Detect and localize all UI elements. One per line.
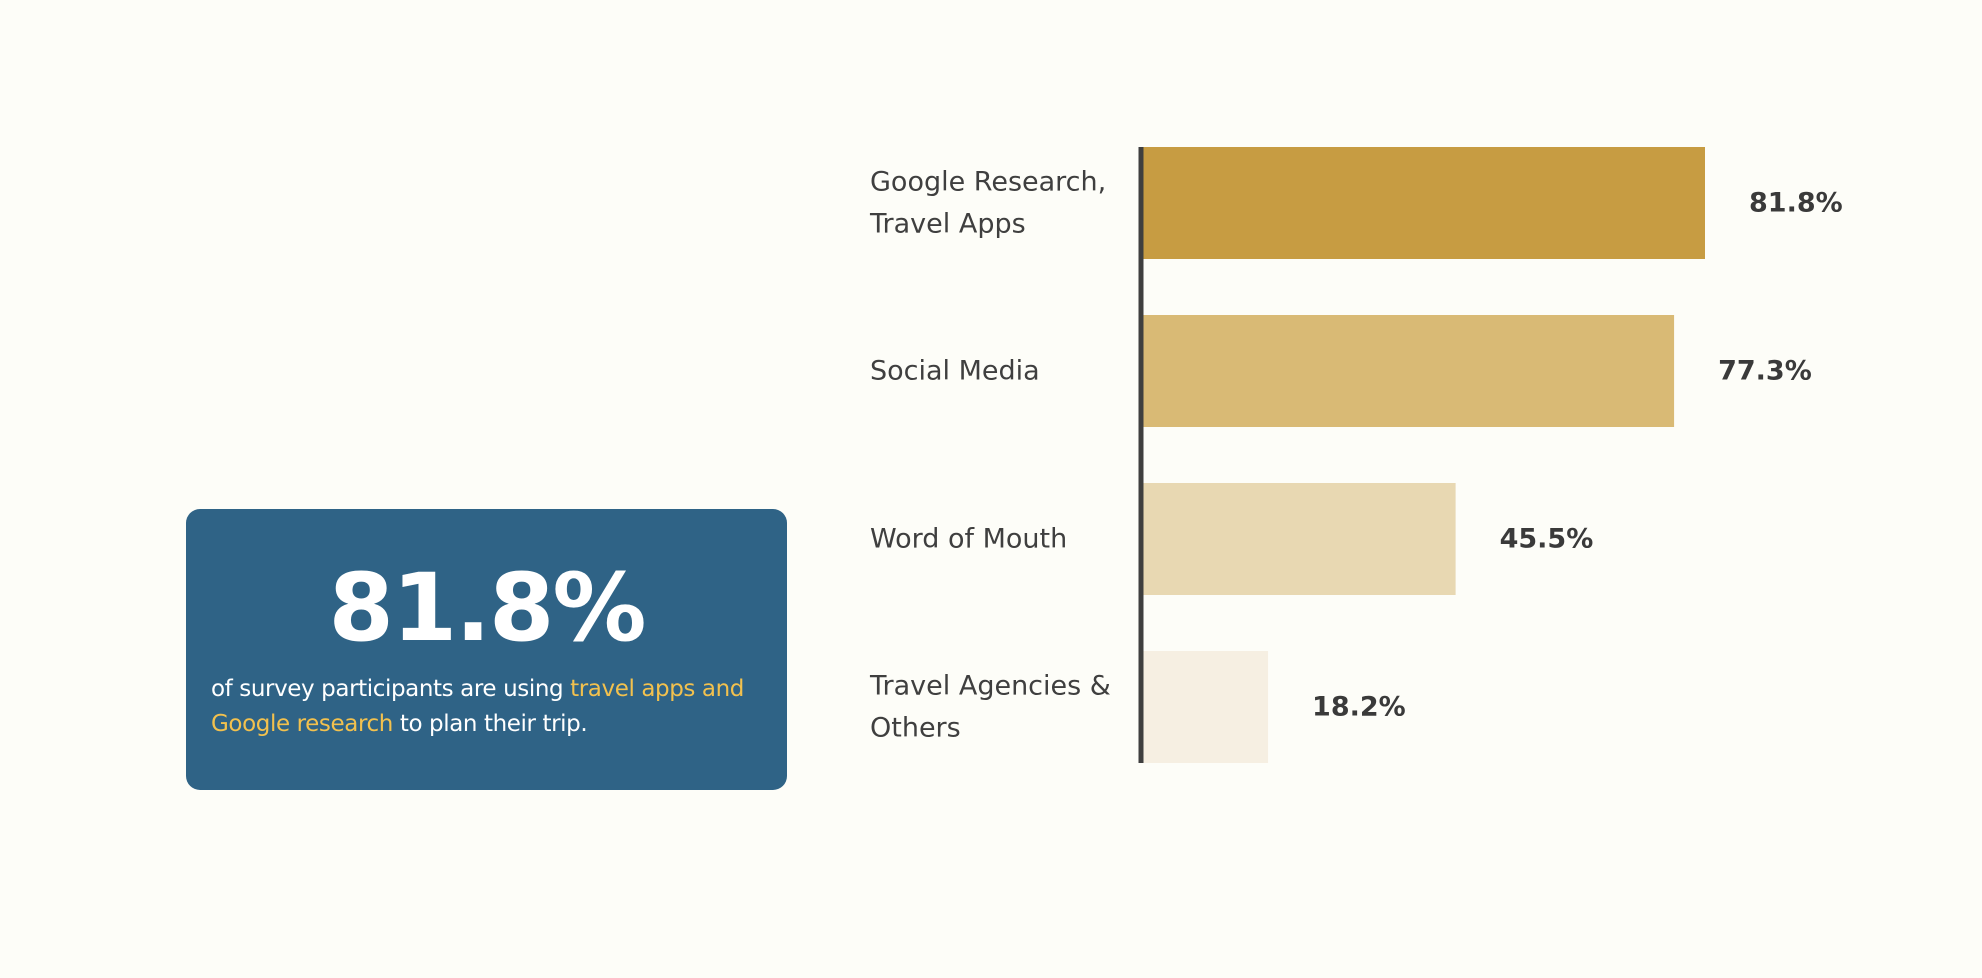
bar — [1143, 147, 1705, 259]
stat-caption-highlight: travel apps and Google research — [211, 676, 744, 737]
stat-caption: of survey participants are using travel … — [211, 672, 771, 742]
bar — [1143, 651, 1269, 763]
stat-caption-text: of survey participants are using — [211, 676, 571, 702]
stat-value: 81.8% — [328, 554, 646, 663]
bar — [1143, 483, 1456, 595]
bar-value-label: 77.3% — [1718, 356, 1812, 387]
bar-value-label: 45.5% — [1500, 524, 1594, 555]
stat-card: 81.8% of survey participants are using t… — [186, 509, 787, 790]
bar-value-label: 18.2% — [1312, 692, 1406, 723]
category-label: Travel Agencies & — [869, 671, 1111, 702]
bar — [1143, 315, 1675, 427]
category-label: Google Research, — [870, 167, 1106, 198]
category-label: Travel Apps — [869, 209, 1026, 240]
category-label: Others — [870, 713, 961, 744]
category-label: Social Media — [870, 356, 1040, 387]
category-label: Word of Mouth — [870, 524, 1067, 555]
bar-value-label: 81.8% — [1749, 188, 1843, 219]
stat-caption-end: to plan their trip. — [392, 711, 588, 737]
